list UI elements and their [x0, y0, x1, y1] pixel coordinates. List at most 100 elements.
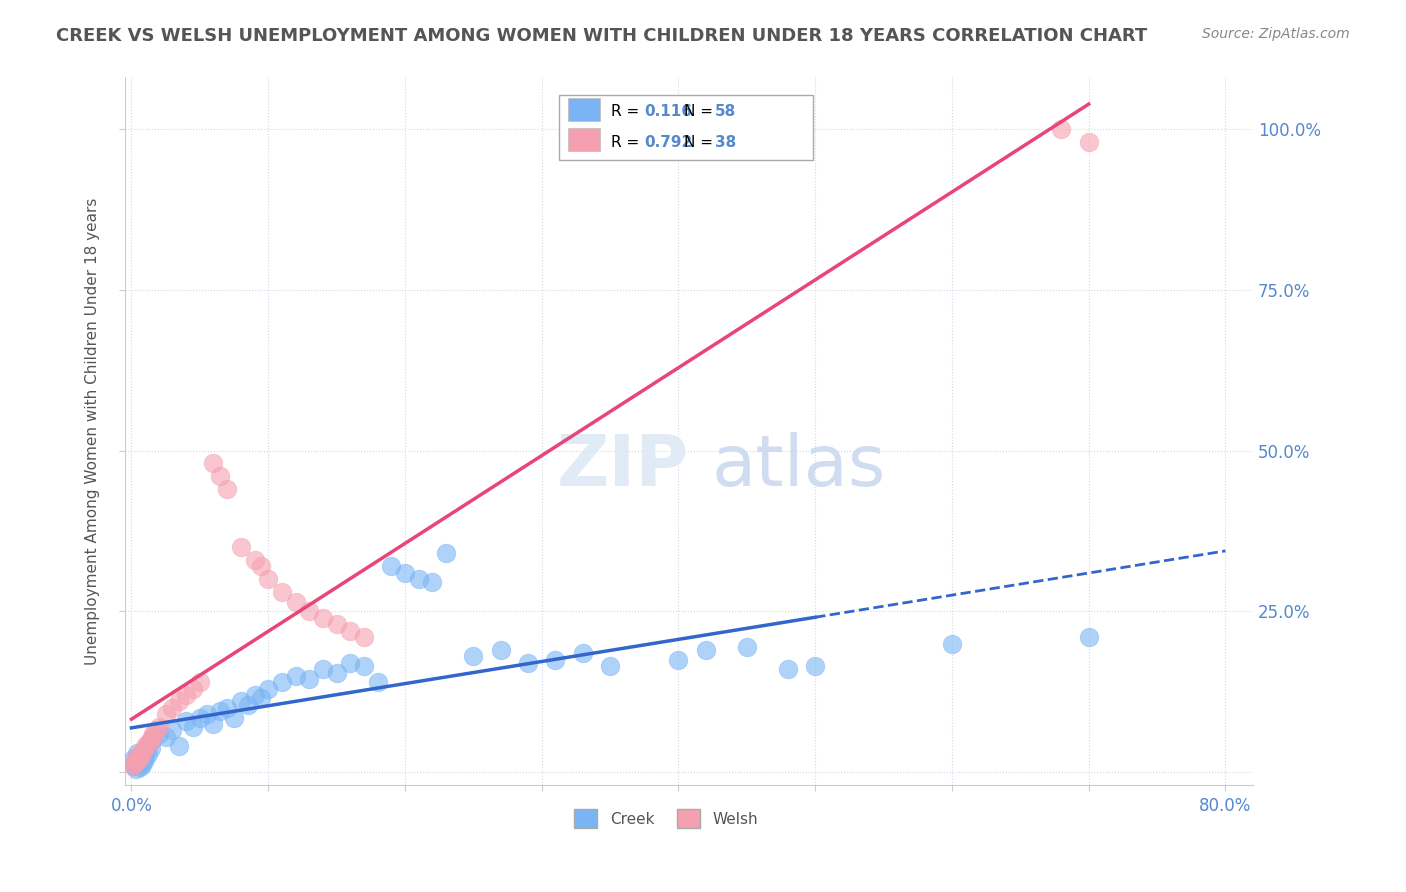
Point [202, 457, 225, 471]
FancyBboxPatch shape [568, 97, 599, 121]
Point [138, 736, 160, 750]
Point [353, 630, 375, 644]
Point [941, 636, 963, 650]
Point [257, 572, 280, 586]
Point [181, 720, 204, 734]
Point [284, 669, 307, 683]
Point [195, 707, 218, 722]
Point [353, 659, 375, 673]
Point [257, 681, 280, 696]
Point [517, 656, 540, 670]
Text: 80.0%: 80.0% [1199, 797, 1251, 815]
FancyBboxPatch shape [568, 128, 599, 152]
Point [188, 710, 211, 724]
Text: 0.0%: 0.0% [111, 797, 152, 815]
Point [489, 643, 512, 657]
Text: 38: 38 [714, 135, 735, 150]
Point [380, 559, 402, 574]
Text: R =: R = [610, 135, 644, 150]
Point [125, 754, 148, 768]
Point [136, 736, 159, 750]
Point [188, 675, 211, 690]
Point [131, 757, 153, 772]
Point [132, 742, 155, 756]
Point [202, 717, 225, 731]
Point [128, 760, 150, 774]
Point [339, 656, 361, 670]
Point [1077, 630, 1099, 644]
Point [145, 723, 167, 738]
Point [463, 649, 485, 664]
Point [131, 747, 153, 762]
Point [174, 714, 197, 728]
Point [135, 742, 157, 756]
Point [141, 730, 163, 744]
Point [339, 624, 361, 638]
Point [134, 739, 156, 754]
Point [217, 701, 239, 715]
Point [236, 698, 259, 712]
Point [122, 756, 145, 770]
Point [394, 566, 416, 580]
Text: Source: ZipAtlas.com: Source: ZipAtlas.com [1202, 27, 1350, 41]
Point [209, 704, 232, 718]
Point [1077, 135, 1099, 149]
Point [222, 710, 245, 724]
Point [124, 762, 146, 776]
Point [298, 672, 321, 686]
Point [284, 595, 307, 609]
Point [142, 726, 165, 740]
Point [134, 751, 156, 765]
Point [298, 604, 321, 618]
Point [136, 747, 159, 762]
Point [599, 659, 621, 673]
Point [544, 653, 567, 667]
Point [325, 665, 347, 680]
Point [695, 643, 717, 657]
Point [122, 759, 145, 773]
Point [243, 688, 266, 702]
Point [420, 575, 443, 590]
Text: N =: N = [685, 104, 718, 120]
Point [325, 617, 347, 632]
Point [128, 751, 150, 765]
Point [169, 739, 191, 754]
Point [209, 469, 232, 483]
Point [141, 733, 163, 747]
Point [217, 482, 239, 496]
Point [132, 754, 155, 768]
Point [127, 749, 149, 764]
Legend: Creek, Welsh: Creek, Welsh [568, 803, 763, 834]
Point [169, 694, 191, 708]
Point [174, 688, 197, 702]
Text: R =: R = [610, 104, 644, 120]
Point [181, 681, 204, 696]
Point [125, 746, 148, 760]
Point [367, 675, 389, 690]
Y-axis label: Unemployment Among Women with Children Under 18 years: Unemployment Among Women with Children U… [86, 198, 100, 665]
Point [434, 547, 457, 561]
Point [312, 611, 335, 625]
Point [162, 723, 184, 738]
Point [229, 694, 252, 708]
Point [250, 559, 273, 574]
Point [127, 756, 149, 770]
Point [735, 640, 758, 654]
Point [270, 585, 292, 599]
Text: 0.792: 0.792 [645, 135, 693, 150]
Point [668, 653, 690, 667]
Point [148, 726, 170, 740]
Point [162, 701, 184, 715]
Point [129, 749, 152, 764]
Point [250, 691, 273, 706]
Point [139, 733, 162, 747]
Point [1050, 122, 1073, 136]
Point [243, 553, 266, 567]
Text: N =: N = [685, 135, 718, 150]
Point [121, 759, 143, 773]
Point [155, 707, 177, 722]
Point [124, 752, 146, 766]
Text: ZIP: ZIP [557, 432, 689, 501]
Point [571, 646, 593, 660]
Point [129, 746, 152, 760]
